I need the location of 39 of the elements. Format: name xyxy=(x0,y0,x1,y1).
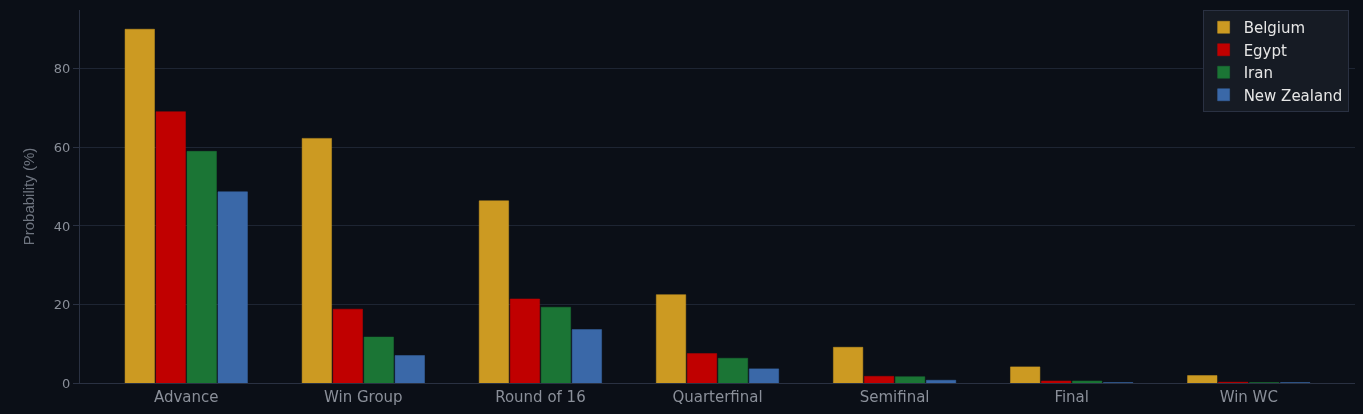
bar xyxy=(478,200,509,383)
y-tick-label: 40 xyxy=(53,218,71,234)
bar xyxy=(571,329,602,383)
bar xyxy=(394,355,425,383)
x-tick-label: Final xyxy=(1054,388,1089,406)
x-tick-label: Win WC xyxy=(1219,388,1278,406)
bar xyxy=(1187,375,1218,383)
legend-label: Iran xyxy=(1243,64,1273,83)
y-tick-label: 60 xyxy=(53,139,71,155)
x-tick-label: Advance xyxy=(153,388,219,406)
bar xyxy=(1010,366,1041,383)
y-tick-label: 20 xyxy=(53,297,71,313)
bar xyxy=(124,28,155,383)
y-tick-label: 80 xyxy=(53,61,71,77)
y-tick-label: 0 xyxy=(62,375,71,391)
bar xyxy=(895,376,926,383)
bar xyxy=(864,376,895,383)
x-tick-label: Win Group xyxy=(324,388,403,406)
bar xyxy=(656,294,686,383)
bar xyxy=(217,191,248,383)
bar xyxy=(540,306,571,383)
bar xyxy=(509,298,540,383)
x-tick-label: Quarterfinal xyxy=(672,388,763,406)
bar xyxy=(926,380,957,383)
bar xyxy=(687,353,717,383)
x-tick-label: Semifinal xyxy=(859,388,930,406)
legend-label: New Zealand xyxy=(1243,86,1343,105)
bar xyxy=(301,138,332,383)
bar xyxy=(332,308,363,383)
bar xyxy=(749,368,779,383)
x-tick-label: Round of 16 xyxy=(495,388,586,406)
bar xyxy=(186,151,217,383)
legend-label: Egypt xyxy=(1243,41,1288,60)
bar xyxy=(363,336,394,383)
bar xyxy=(155,111,186,383)
legend-label: Belgium xyxy=(1243,19,1306,38)
bar xyxy=(718,358,748,383)
bar xyxy=(833,347,864,383)
y-axis-title: Probability (%) xyxy=(20,147,38,246)
